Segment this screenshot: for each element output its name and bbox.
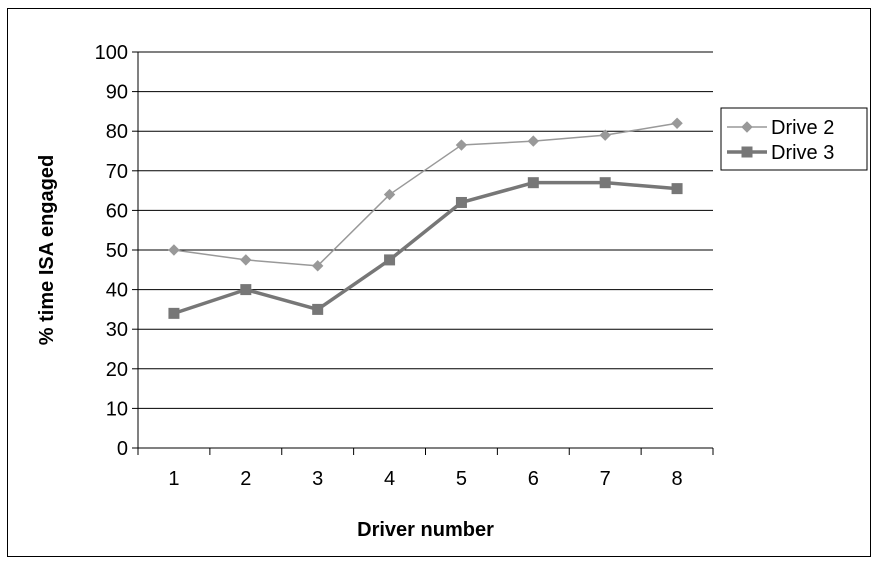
legend: Drive 2 Drive 3 xyxy=(720,107,868,171)
data-point xyxy=(455,139,468,151)
legend-item: Drive 3 xyxy=(727,142,834,164)
x-tick-label: 2 xyxy=(240,468,251,490)
data-point xyxy=(168,244,180,256)
x-tick-label: 5 xyxy=(456,468,467,490)
data-point xyxy=(455,196,467,208)
series xyxy=(168,117,683,319)
data-point xyxy=(311,260,324,272)
y-axis-title: % time ISA engaged xyxy=(36,155,58,345)
y-tick-label: 90 xyxy=(106,82,128,104)
x-tick-label: 4 xyxy=(384,468,395,490)
legend-box xyxy=(720,107,868,171)
y-tick-label: 50 xyxy=(106,240,128,262)
y-tick-label: 80 xyxy=(106,121,128,143)
data-point xyxy=(240,254,252,266)
legend-items: Drive 2 Drive 3 xyxy=(727,117,834,164)
y-tick-label: 0 xyxy=(117,438,128,460)
x-tick-label: 6 xyxy=(528,468,539,490)
x-tick-label: 1 xyxy=(168,468,179,490)
data-point xyxy=(671,183,683,195)
y-tick-label: 70 xyxy=(106,161,128,183)
series-line xyxy=(173,180,678,316)
chart-frame xyxy=(7,8,871,557)
data-point xyxy=(527,177,539,189)
gridlines xyxy=(138,51,713,409)
legend-item: Drive 2 xyxy=(727,117,834,139)
data-point xyxy=(240,284,252,296)
data-point xyxy=(383,188,396,201)
legend-label: Drive 3 xyxy=(771,142,834,164)
data-point xyxy=(384,254,396,266)
x-tick-label: 8 xyxy=(672,468,683,490)
series-2 xyxy=(168,177,683,319)
y-tick-label: 20 xyxy=(106,359,128,381)
data-point xyxy=(599,177,611,189)
x-axis-ticks: 1 2 3 4 5 6 7 8 xyxy=(137,448,714,490)
data-point xyxy=(312,303,324,315)
series-1 xyxy=(168,117,683,272)
data-point xyxy=(527,135,540,147)
legend-marker xyxy=(741,121,753,133)
legend-label: Drive 2 xyxy=(771,117,834,139)
y-tick-label: 40 xyxy=(106,280,128,302)
y-tick-label: 10 xyxy=(106,398,128,420)
data-point xyxy=(671,117,683,129)
y-tick-label: 60 xyxy=(106,200,128,222)
x-tick-label: 3 xyxy=(312,468,323,490)
x-axis-title: Driver number xyxy=(357,519,494,541)
data-point xyxy=(168,307,180,319)
legend-marker xyxy=(741,146,753,158)
y-tick-label: 30 xyxy=(106,319,128,341)
x-tick-label: 7 xyxy=(600,468,611,490)
series-line xyxy=(173,122,678,267)
y-axis-ticks: 0 10 20 30 40 50 60 70 80 90 100 xyxy=(95,42,138,460)
data-point xyxy=(599,129,611,141)
y-tick-label: 100 xyxy=(95,42,128,64)
